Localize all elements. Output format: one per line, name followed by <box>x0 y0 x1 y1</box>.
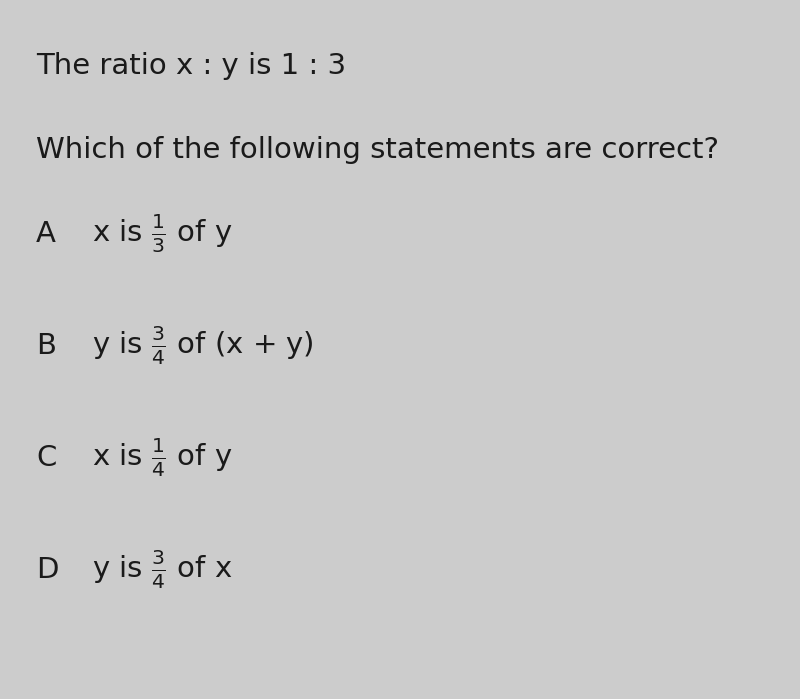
Text: y is $\frac{3}{4}$ of x: y is $\frac{3}{4}$ of x <box>92 549 233 591</box>
Text: x is $\frac{1}{3}$ of y: x is $\frac{1}{3}$ of y <box>92 213 233 255</box>
Text: C: C <box>36 444 56 472</box>
Text: The ratio x : y is 1 : 3: The ratio x : y is 1 : 3 <box>36 52 346 80</box>
Text: Which of the following statements are correct?: Which of the following statements are co… <box>36 136 719 164</box>
Text: x is $\frac{1}{4}$ of y: x is $\frac{1}{4}$ of y <box>92 437 233 479</box>
Text: D: D <box>36 556 58 584</box>
Text: B: B <box>36 332 56 360</box>
Text: y is $\frac{3}{4}$ of (x + y): y is $\frac{3}{4}$ of (x + y) <box>92 325 314 367</box>
Text: A: A <box>36 220 56 248</box>
